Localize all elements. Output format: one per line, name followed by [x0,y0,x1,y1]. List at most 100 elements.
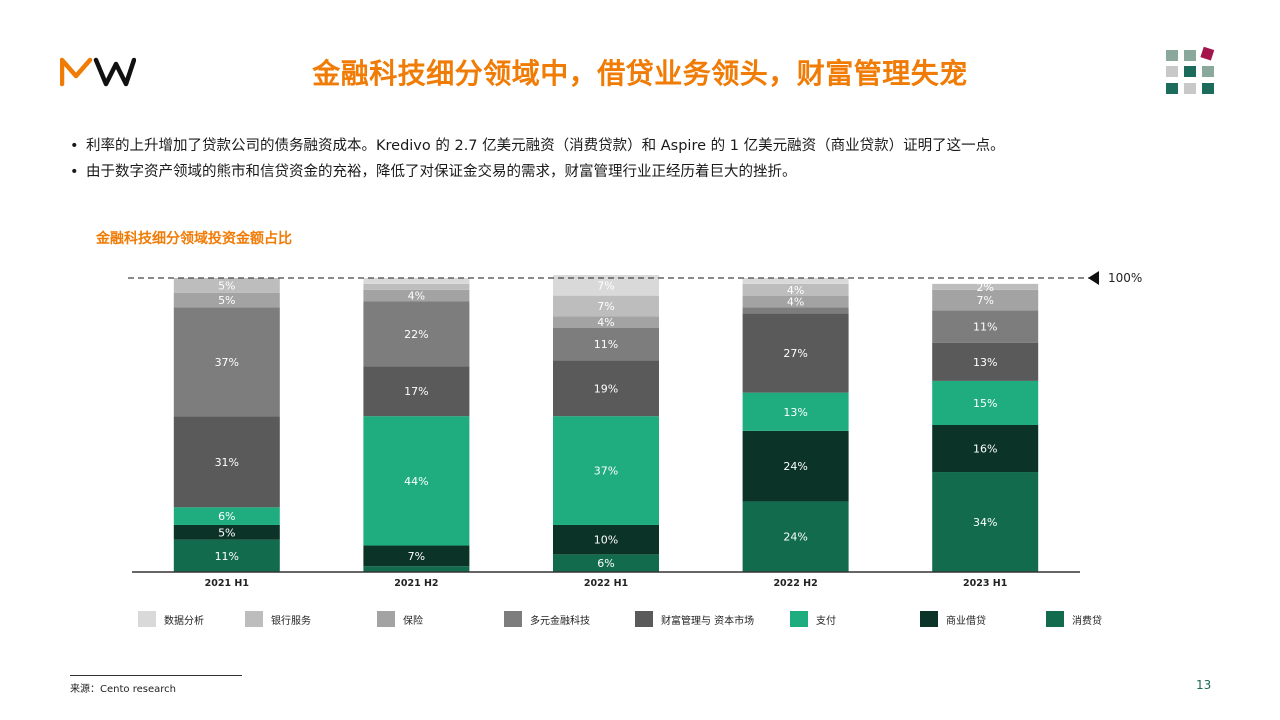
data-label: 24% [783,460,807,473]
reference-arrow-icon [1088,271,1099,285]
legend-label: 多元金融科技 [530,615,590,627]
data-label: 5% [218,526,235,539]
bar-segment [932,342,1039,381]
data-label: 7% [597,279,614,292]
source-note: 来源：Cento research [70,684,176,695]
data-label: 19% [594,382,618,395]
legend-item: 多元金融科技 [504,610,590,628]
data-label: 6% [597,557,614,570]
grid-logo-icon [1166,46,1214,94]
bar-segment [742,307,849,314]
chart-title: 金融科技细分领域投资金额占比 [96,231,292,247]
x-tick-label: 2022 H1 [584,578,628,589]
data-label: 4% [408,290,425,303]
data-label: 22% [404,328,428,341]
bullet-dot: • [70,138,79,154]
bar-segment [932,472,1039,572]
data-label: 4% [787,284,804,297]
legend-swatch [504,611,522,627]
bullet-list: • 利率的上升增加了贷款公司的债务融资成本。Kredivo 的 2.7 亿美元融资… [70,133,1005,185]
data-label: 15% [973,397,997,410]
legend-item: 银行服务 [245,610,311,628]
x-tick-label: 2022 H2 [773,578,817,589]
legend-label: 数据分析 [164,615,204,627]
data-label: 13% [973,356,997,369]
bar-segment [363,416,470,546]
data-label: 7% [408,550,425,563]
data-label: 17% [404,385,428,398]
bar-segment [363,545,470,567]
bar-segment [553,524,659,555]
bar-segment [742,392,849,431]
legend-swatch [245,611,263,627]
data-label: 2% [976,281,993,294]
bullet-dot: • [70,164,79,180]
bar-segment [553,416,659,525]
legend-swatch [790,611,808,627]
page-title: 金融科技细分领域中，借贷业务领头，财富管理失宠 [312,57,968,90]
footer-divider [70,675,242,676]
data-label: 4% [597,316,614,329]
legend-swatch [138,611,156,627]
data-label: 4% [787,296,804,309]
bar-segment [742,278,849,284]
legend-item: 支付 [790,610,836,628]
bar-segment [553,275,659,296]
data-label: 13% [783,406,807,419]
data-label: 11% [973,321,997,334]
bar-segment [742,430,849,502]
data-label: 6% [218,510,235,523]
data-label: 7% [976,294,993,307]
bar-segment [553,316,659,328]
bullet-item: • 由于数字资产领域的熊市和信贷资金的充裕，降低了对保证金交易的需求，财富管理行业… [70,159,1005,185]
data-label: 5% [218,279,235,292]
legend-label: 银行服务 [271,615,311,627]
chart-legend: 数据分析 银行服务 保险 多元金融科技 财富管理与 资本市场 支付 商业借贷 消费贷 [138,610,1138,630]
bar-segment [932,289,1039,311]
data-label: 10% [594,534,618,547]
bar-segment [553,327,659,361]
bar-segment [553,295,659,317]
data-label: 24% [783,531,807,544]
bar-segment [742,313,849,393]
bullet-text: 由于数字资产领域的熊市和信贷资金的充裕，降低了对保证金交易的需求，财富管理行业正… [86,164,797,180]
bar-segment [363,289,470,302]
bar-segment [363,278,470,284]
bar-segment [742,295,849,308]
data-label: 16% [973,443,997,456]
bar-segment [932,380,1039,425]
legend-item: 商业借贷 [920,610,986,628]
legend-item: 消费贷 [1046,610,1102,628]
bar-segment [173,278,280,293]
bar-segment [932,425,1039,473]
legend-label: 商业借贷 [946,615,986,627]
data-label: 34% [973,516,997,529]
bullet-item: • 利率的上升增加了贷款公司的债务融资成本。Kredivo 的 2.7 亿美元融资… [70,133,1005,159]
bar-segment [173,539,280,572]
legend-label: 财富管理与 资本市场 [661,615,755,627]
bar-segment [742,501,849,572]
legend-swatch [635,611,653,627]
x-tick-label: 2021 H1 [205,578,249,589]
bar-segment [932,283,1039,290]
data-label: 37% [594,465,618,478]
data-label: 11% [594,338,618,351]
bar-segment [363,301,470,367]
legend-label: 保险 [403,615,423,627]
legend-swatch [920,611,938,627]
bar-segment [173,507,280,525]
data-label: 37% [215,356,239,369]
data-label: 11% [215,550,239,563]
legend-swatch [1046,611,1064,627]
x-tick-label: 2021 H2 [394,578,438,589]
legend-item: 保险 [377,610,423,628]
bar-segment [553,360,659,417]
mw-logo [60,57,136,87]
bar-segment [363,566,470,572]
data-label: 44% [404,475,428,488]
bar-segment [173,307,280,417]
bar-segment [363,366,470,417]
data-label: 27% [783,347,807,360]
bullet-text: 利率的上升增加了贷款公司的债务融资成本。Kredivo 的 2.7 亿美元融资（… [86,138,1005,154]
